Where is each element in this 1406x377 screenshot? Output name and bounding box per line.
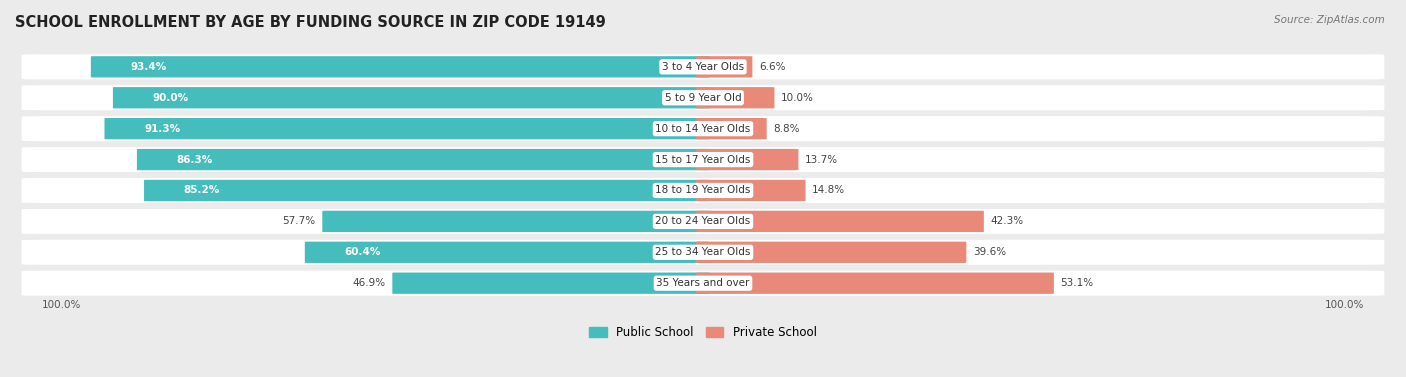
FancyBboxPatch shape — [322, 211, 710, 232]
FancyBboxPatch shape — [104, 118, 710, 139]
Text: 91.3%: 91.3% — [145, 124, 180, 134]
FancyBboxPatch shape — [696, 149, 799, 170]
FancyBboxPatch shape — [696, 211, 984, 232]
FancyBboxPatch shape — [305, 242, 710, 263]
Text: 35 Years and over: 35 Years and over — [657, 278, 749, 288]
Text: 10.0%: 10.0% — [782, 93, 814, 103]
Text: 20 to 24 Year Olds: 20 to 24 Year Olds — [655, 216, 751, 226]
FancyBboxPatch shape — [136, 149, 710, 170]
FancyBboxPatch shape — [21, 178, 1385, 203]
FancyBboxPatch shape — [21, 240, 1385, 265]
Text: 6.6%: 6.6% — [759, 62, 786, 72]
FancyBboxPatch shape — [91, 56, 710, 78]
Text: 5 to 9 Year Old: 5 to 9 Year Old — [665, 93, 741, 103]
Text: 90.0%: 90.0% — [153, 93, 188, 103]
FancyBboxPatch shape — [112, 87, 710, 109]
Text: 85.2%: 85.2% — [184, 185, 219, 196]
FancyBboxPatch shape — [696, 180, 806, 201]
FancyBboxPatch shape — [696, 56, 752, 78]
Text: 86.3%: 86.3% — [177, 155, 212, 165]
FancyBboxPatch shape — [21, 116, 1385, 141]
Legend: Public School, Private School: Public School, Private School — [586, 322, 820, 343]
Text: 25 to 34 Year Olds: 25 to 34 Year Olds — [655, 247, 751, 257]
Text: 60.4%: 60.4% — [344, 247, 381, 257]
FancyBboxPatch shape — [696, 87, 775, 109]
FancyBboxPatch shape — [21, 85, 1385, 110]
Text: 3 to 4 Year Olds: 3 to 4 Year Olds — [662, 62, 744, 72]
Text: 8.8%: 8.8% — [773, 124, 800, 134]
Text: 10 to 14 Year Olds: 10 to 14 Year Olds — [655, 124, 751, 134]
Text: 57.7%: 57.7% — [283, 216, 316, 226]
FancyBboxPatch shape — [143, 180, 710, 201]
Text: 42.3%: 42.3% — [990, 216, 1024, 226]
Text: 100.0%: 100.0% — [1326, 300, 1365, 310]
Text: 14.8%: 14.8% — [813, 185, 845, 196]
FancyBboxPatch shape — [696, 118, 766, 139]
Text: 15 to 17 Year Olds: 15 to 17 Year Olds — [655, 155, 751, 165]
Text: 13.7%: 13.7% — [806, 155, 838, 165]
FancyBboxPatch shape — [696, 242, 966, 263]
Text: 18 to 19 Year Olds: 18 to 19 Year Olds — [655, 185, 751, 196]
FancyBboxPatch shape — [392, 273, 710, 294]
FancyBboxPatch shape — [696, 273, 1054, 294]
Text: 46.9%: 46.9% — [353, 278, 385, 288]
Text: 39.6%: 39.6% — [973, 247, 1007, 257]
Text: 93.4%: 93.4% — [131, 62, 167, 72]
Text: 53.1%: 53.1% — [1060, 278, 1094, 288]
FancyBboxPatch shape — [21, 209, 1385, 234]
FancyBboxPatch shape — [21, 54, 1385, 80]
FancyBboxPatch shape — [21, 147, 1385, 172]
Text: SCHOOL ENROLLMENT BY AGE BY FUNDING SOURCE IN ZIP CODE 19149: SCHOOL ENROLLMENT BY AGE BY FUNDING SOUR… — [15, 15, 606, 30]
FancyBboxPatch shape — [21, 271, 1385, 296]
Text: 100.0%: 100.0% — [41, 300, 80, 310]
Text: Source: ZipAtlas.com: Source: ZipAtlas.com — [1274, 15, 1385, 25]
